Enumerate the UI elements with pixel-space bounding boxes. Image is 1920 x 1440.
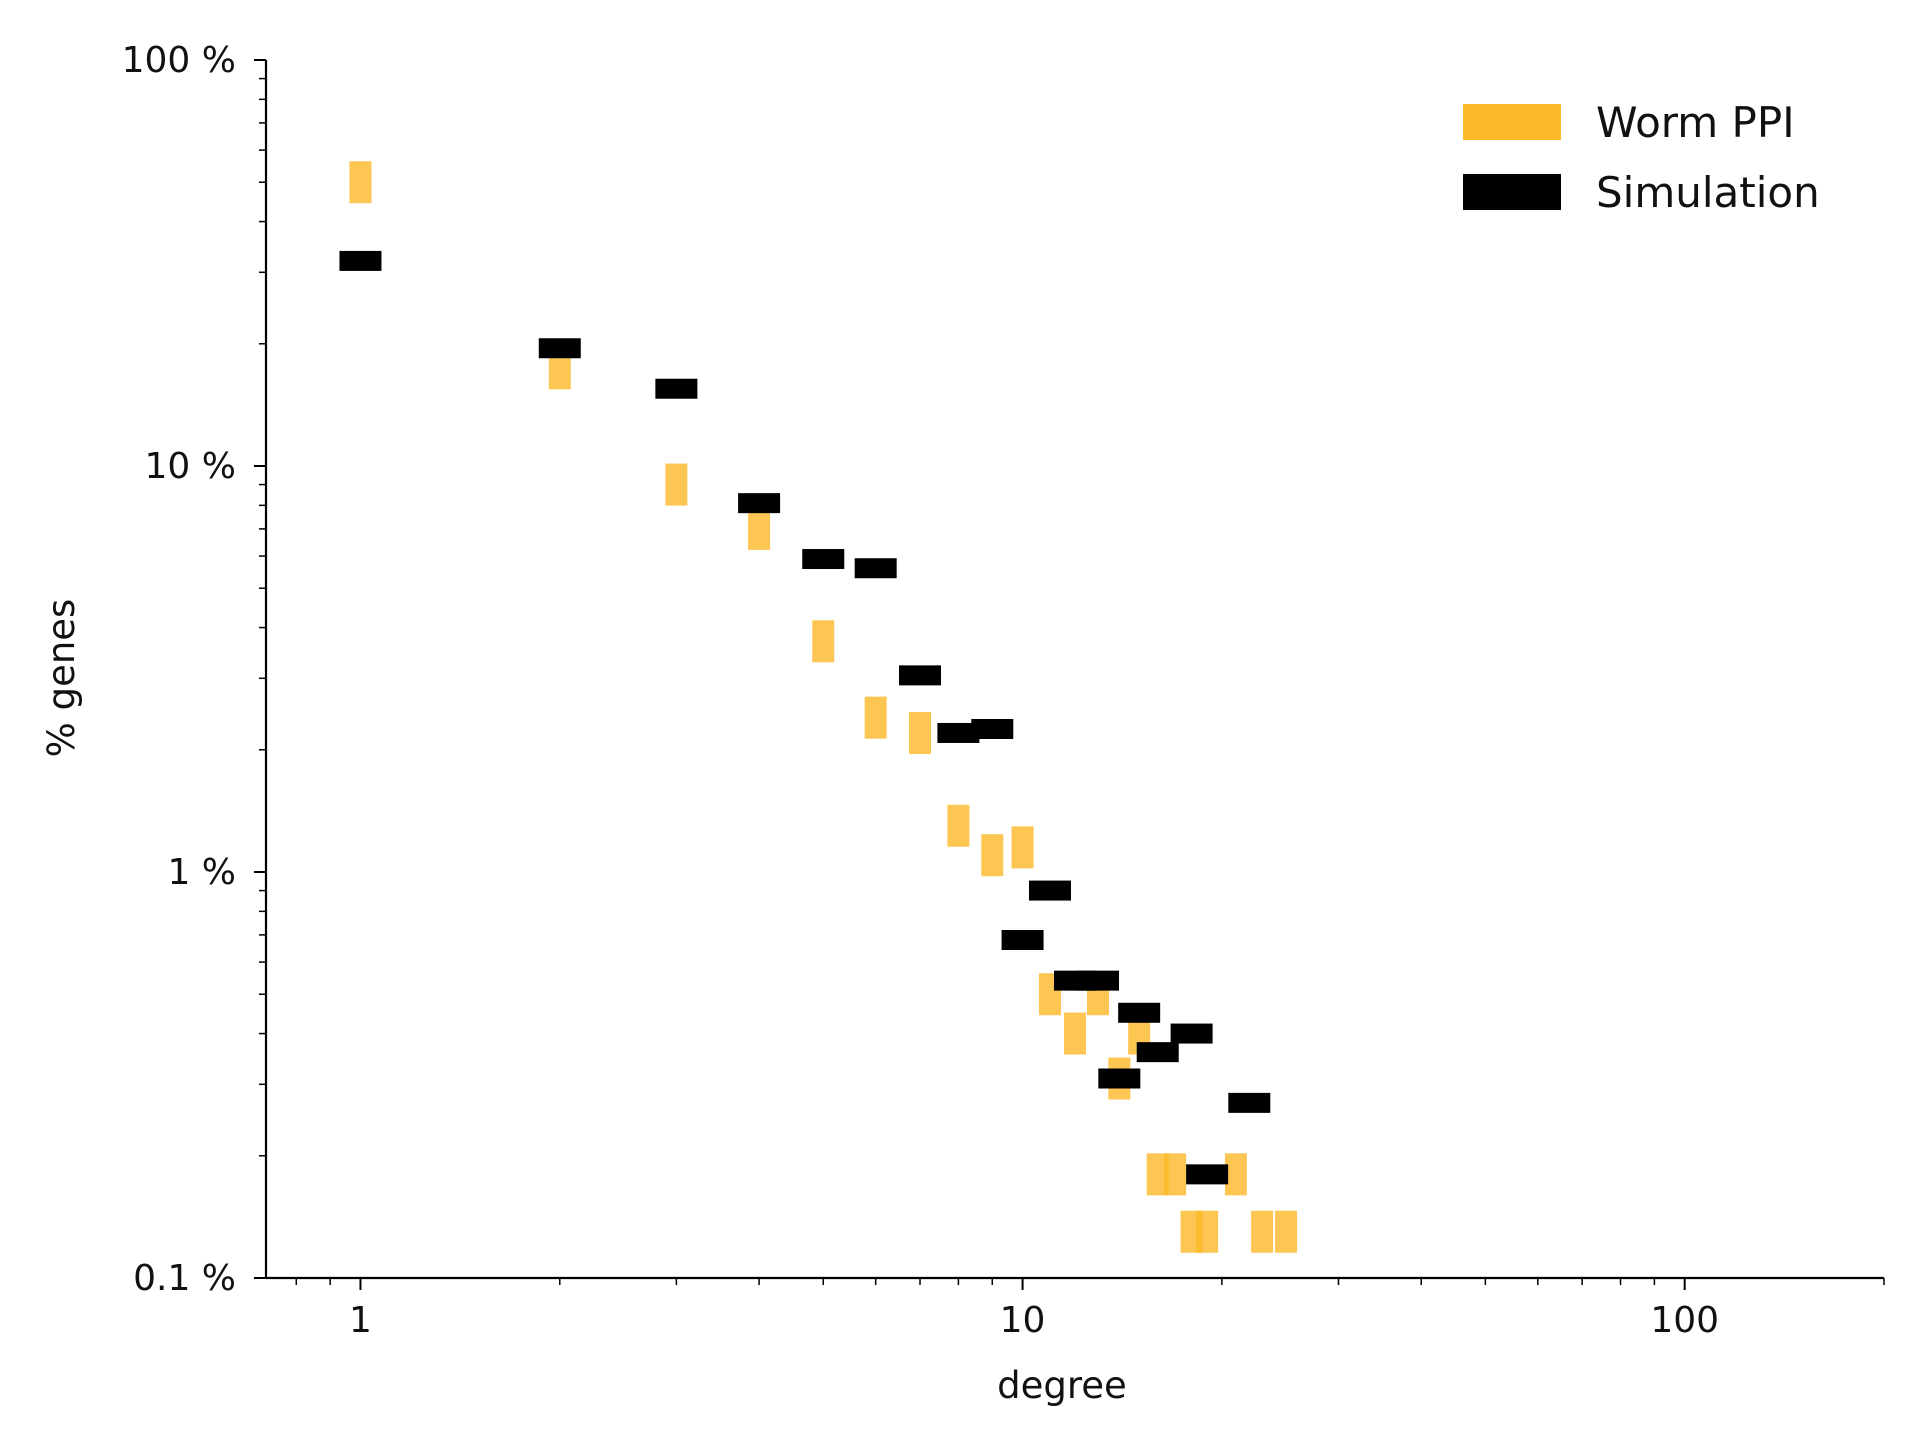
simulation-point (971, 719, 1014, 740)
worm-ppi-point (349, 161, 372, 204)
simulation-point (738, 493, 781, 514)
legend-swatch-simulation (1463, 174, 1561, 210)
worm-ppi-point (812, 620, 835, 663)
worm-ppi-point (947, 804, 970, 847)
simulation-point (655, 378, 698, 399)
simulation-point (1028, 880, 1071, 901)
y-tick-label: 1 % (167, 852, 236, 893)
y-axis-label: % genes (40, 599, 83, 758)
simulation-point (538, 338, 581, 359)
y-tick-label: 0.1 % (133, 1258, 236, 1299)
ticks: 0.1 % 1 % 10 % 100 % 1 10 100 (122, 40, 1885, 1341)
y-tick-label: 10 % (145, 446, 236, 487)
worm-ppi-point (1251, 1210, 1274, 1253)
worm-ppi-point (1275, 1210, 1298, 1253)
worm-ppi-point (1146, 1153, 1169, 1196)
worm-ppi-point (909, 711, 932, 754)
simulation-point (899, 665, 942, 686)
simulation-point (1136, 1042, 1179, 1063)
legend-label-simulation: Simulation (1596, 168, 1820, 217)
data-marks (339, 161, 1298, 1253)
x-axis-label: degree (997, 1364, 1127, 1407)
worm-ppi-point (1196, 1210, 1219, 1253)
worm-ppi-point (665, 463, 688, 506)
x-tick-label: 10 (1000, 1300, 1046, 1341)
worm-ppi-point (1064, 1012, 1086, 1055)
legend: Worm PPI Simulation (1463, 98, 1820, 217)
x-tick-label: 100 (1650, 1300, 1719, 1341)
simulation-point (1170, 1023, 1213, 1044)
simulation-point (937, 722, 980, 743)
worm-ppi-point (981, 834, 1004, 877)
y-tick-label: 100 % (122, 40, 236, 81)
simulation-point (339, 250, 382, 271)
worm-ppi-point (1011, 826, 1034, 869)
simulation-point (802, 549, 845, 570)
worm-ppi-point (1224, 1153, 1247, 1196)
legend-label-worm-ppi: Worm PPI (1596, 98, 1795, 147)
simulation-point (1118, 1002, 1161, 1023)
simulation-point (1186, 1164, 1229, 1185)
worm-ppi-point (864, 696, 887, 739)
simulation-point (1077, 970, 1120, 991)
worm-ppi-point (748, 507, 771, 550)
axes (264, 60, 1884, 1280)
simulation-point (1228, 1092, 1271, 1113)
simulation-point (1001, 930, 1044, 951)
simulation-point (1098, 1068, 1141, 1089)
worm-ppi-point (1164, 1153, 1187, 1196)
x-tick-label: 1 (349, 1300, 372, 1341)
simulation-point (854, 558, 897, 579)
legend-swatch-worm-ppi (1463, 104, 1561, 140)
